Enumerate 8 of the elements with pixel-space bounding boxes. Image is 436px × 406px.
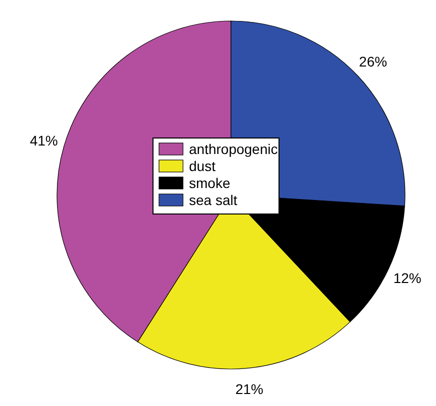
legend-label: dust bbox=[189, 158, 216, 174]
data-label: 12% bbox=[393, 270, 422, 286]
data-label: 41% bbox=[30, 132, 58, 149]
legend-label: sea salt bbox=[189, 192, 238, 208]
data-label: 21% bbox=[235, 381, 264, 398]
legend-label: smoke bbox=[189, 175, 230, 191]
data-label: 26% bbox=[359, 54, 388, 70]
legend-label: anthropogenic bbox=[189, 141, 278, 157]
